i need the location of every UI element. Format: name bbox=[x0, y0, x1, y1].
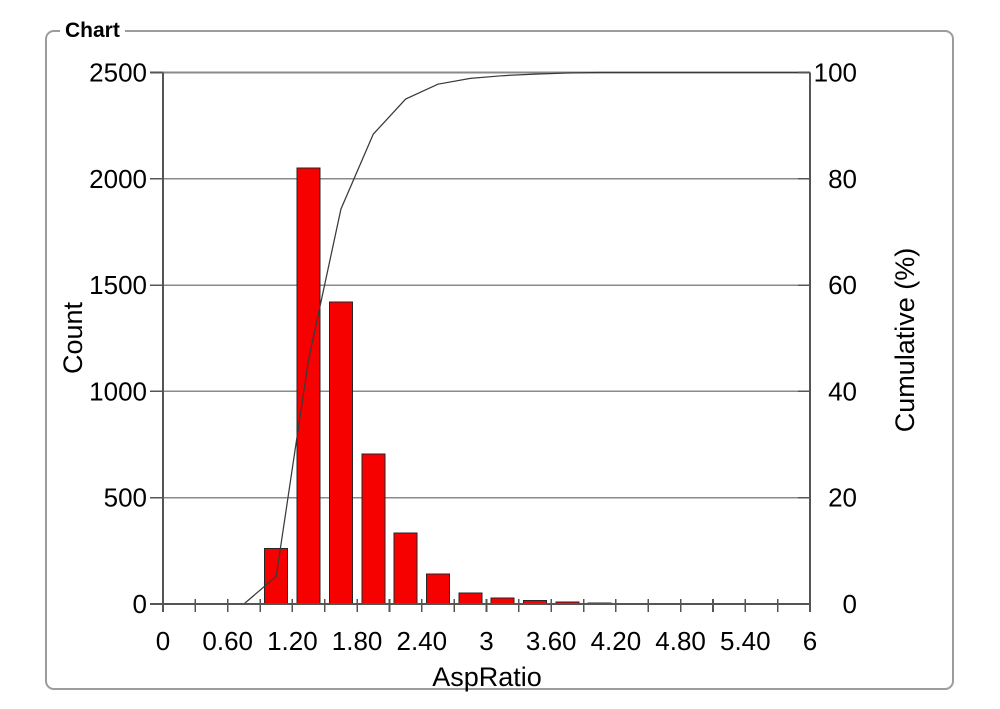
histogram-bar bbox=[361, 453, 386, 605]
groupbox-title: Chart bbox=[60, 18, 125, 44]
chart-groupbox: Chart bbox=[45, 18, 954, 690]
x-tick-label: 1.20 bbox=[267, 626, 318, 656]
y-left-tick-label: 0 bbox=[133, 589, 147, 619]
x-tick-label: 3 bbox=[479, 626, 493, 656]
x-tick-label: 0 bbox=[156, 626, 170, 656]
histogram-bar bbox=[458, 592, 483, 605]
cumulative-line bbox=[243, 71, 810, 605]
y-right-tick-label: 100 bbox=[814, 58, 857, 88]
x-tick-label: 2.40 bbox=[396, 626, 447, 656]
y-axis-right-title: Cumulative (%) bbox=[890, 248, 920, 433]
y-left-tick-label: 1500 bbox=[89, 270, 147, 300]
x-tick-label: 1.80 bbox=[332, 626, 383, 656]
y-axis-left-title: Count bbox=[58, 301, 88, 374]
y-right-tick-label: 0 bbox=[843, 589, 857, 619]
x-tick-label: 0.60 bbox=[202, 626, 253, 656]
y-left-tick-label: 1000 bbox=[89, 376, 147, 406]
y-left-tick-label: 2000 bbox=[89, 164, 147, 194]
y-right-tick-label: 80 bbox=[828, 164, 857, 194]
x-tick-label: 3.60 bbox=[526, 626, 577, 656]
histogram-bar bbox=[393, 532, 418, 605]
y-right-tick-label: 40 bbox=[828, 376, 857, 406]
histogram-bar bbox=[296, 167, 321, 605]
x-axis-title: AspRatio bbox=[432, 662, 542, 692]
x-tick-label: 5.40 bbox=[720, 626, 771, 656]
x-tick-label: 6 bbox=[803, 626, 817, 656]
y-left-tick-label: 2500 bbox=[89, 58, 147, 88]
y-left-tick-label: 500 bbox=[104, 483, 147, 513]
x-tick-label: 4.80 bbox=[655, 626, 706, 656]
y-right-tick-label: 20 bbox=[828, 483, 857, 513]
x-tick-label: 4.20 bbox=[591, 626, 642, 656]
histogram-bar bbox=[328, 301, 353, 605]
histogram-bar bbox=[425, 573, 450, 605]
y-right-tick-label: 60 bbox=[828, 270, 857, 300]
